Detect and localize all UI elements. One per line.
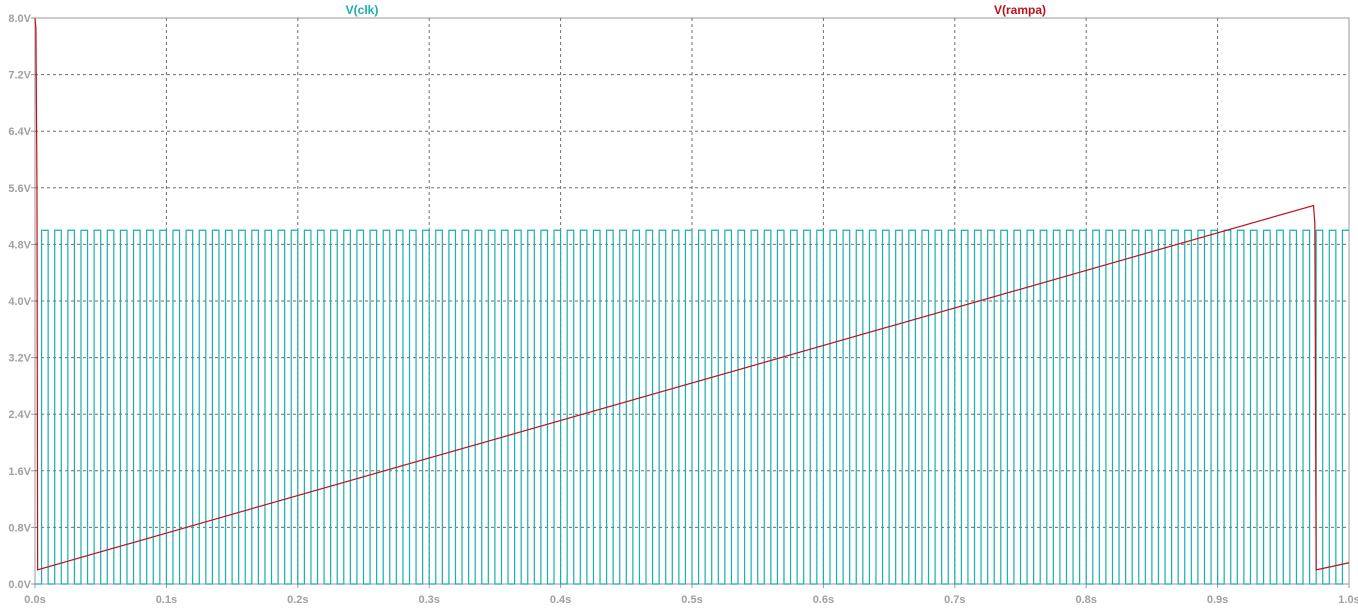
x-tick-label: 0.4s: [550, 594, 571, 606]
y-axis: 0.0V 0.8V 1.6V 2.4V 3.2V 4.0V 4.8V 5.6V 6.4V 7.2V…: [8, 13, 35, 591]
series-line-rampa: [34, 17, 1350, 571]
y-tick-label: 6.4V: [8, 126, 31, 138]
trace-label-rampa[interactable]: V(rampa): [994, 3, 1046, 17]
legend: V(clk) V(rampa): [346, 3, 1046, 17]
trace-label-clk[interactable]: V(clk): [346, 3, 379, 17]
x-tick-label: 0.6s: [813, 594, 834, 606]
x-tick-label: 0.5s: [681, 594, 702, 606]
y-tick-label: 0.0V: [8, 579, 31, 591]
x-tick-label: 0.7s: [944, 594, 965, 606]
x-tick-label: 0.9s: [1207, 594, 1228, 606]
series-line-clk: [35, 229, 1349, 585]
x-tick-label: 0.0s: [24, 594, 45, 606]
x-tick-label: 0.3s: [418, 594, 439, 606]
y-tick-label: 1.6V: [8, 466, 31, 478]
traces: [34, 17, 1350, 585]
y-tick-label: 8.0V: [8, 13, 31, 25]
y-tick-label: 3.2V: [8, 353, 31, 365]
x-tick-label: 0.1s: [156, 594, 177, 606]
x-tick-label: 0.2s: [287, 594, 308, 606]
x-tick-label: 0.8s: [1075, 594, 1096, 606]
y-tick-label: 7.2V: [8, 70, 31, 82]
y-tick-label: 2.4V: [8, 409, 31, 421]
x-tick-label: 1.0s: [1338, 594, 1358, 606]
y-tick-label: 0.8V: [8, 522, 31, 534]
y-tick-label: 5.6V: [8, 183, 31, 195]
y-tick-label: 4.0V: [8, 296, 31, 308]
x-axis: 0.0s 0.1s 0.2s 0.3s 0.4s 0.5s 0.6s 0.7s 0.8s 0.9s…: [24, 584, 1358, 606]
y-tick-label: 4.8V: [8, 239, 31, 251]
